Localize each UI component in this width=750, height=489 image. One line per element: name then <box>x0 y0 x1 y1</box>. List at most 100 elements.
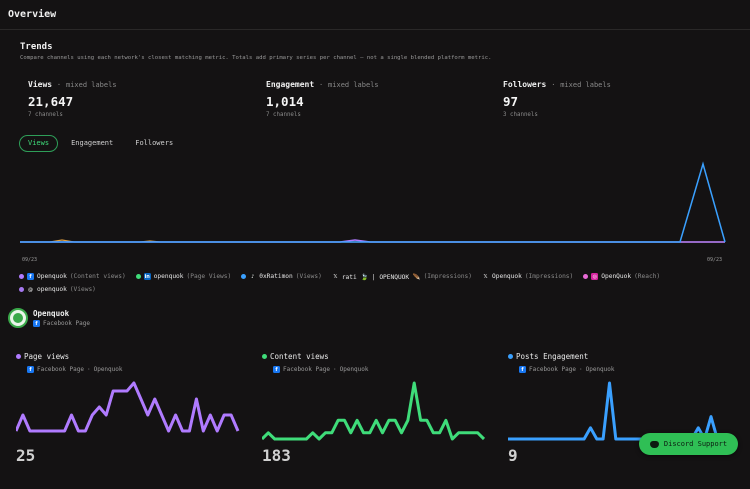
mini-chart-separator: · <box>86 366 91 373</box>
series-dot <box>16 354 21 359</box>
mini-chart-network: Facebook Page <box>283 366 330 373</box>
metric-name: Views <box>28 80 53 89</box>
mini-chart-title: Posts Engagement <box>516 352 589 361</box>
mini-chart-separator: · <box>332 366 337 373</box>
metric-name: Engagement <box>266 80 315 89</box>
discord-icon <box>649 440 659 448</box>
facebook-icon: f <box>519 366 526 373</box>
discord-support-label: Discord Support <box>663 440 728 448</box>
metric-mixed-labels: mixed labels <box>328 81 379 89</box>
linkedin-icon: in <box>143 273 151 280</box>
legend-name: openquok <box>153 273 184 280</box>
mini-chart-value: 183 <box>262 446 291 465</box>
mini-chart-network: Facebook Page <box>37 366 84 373</box>
metric-views: Views · mixed labels 21,647 7 channels <box>28 80 248 118</box>
legend-item-instagram-openquok[interactable]: ◎ OpenQuok (Reach) <box>583 273 660 280</box>
instagram-icon: ◎ <box>591 273 599 280</box>
mini-chart-separator: · <box>578 366 583 373</box>
metric-mixed-labels: mixed labels <box>560 81 611 89</box>
tab-engagement[interactable]: Engagement <box>71 139 114 147</box>
legend-item-tiktok-0xratimon[interactable]: ♪ 0xRatimon (Views) <box>241 273 322 280</box>
series-dot <box>262 354 267 359</box>
legend-dot <box>19 274 24 279</box>
avatar <box>8 308 28 328</box>
legend-name: Openquok <box>37 273 67 280</box>
legend-metric: (Impressions) <box>423 273 473 280</box>
sparkline-posts-engagement <box>508 381 730 441</box>
chart-legend: f Openquok (Content views) in openquok (… <box>19 270 739 296</box>
mini-chart-content-views: Content views f Facebook Page · Openquok… <box>262 352 492 465</box>
legend-name: Openquok <box>492 273 522 280</box>
metric-name: Followers <box>503 80 547 89</box>
metric-separator: · <box>319 81 324 89</box>
legend-name: 0xRatimon <box>259 273 293 280</box>
legend-dot <box>241 274 247 279</box>
x-axis-start-label: 09/23 <box>22 257 38 263</box>
metric-separator: · <box>551 81 556 89</box>
metric-value: 1,014 <box>266 94 304 109</box>
x-icon: 𝕏 <box>483 273 488 280</box>
metric-engagement: Engagement · mixed labels 1,014 7 channe… <box>266 80 486 118</box>
x-icon: 𝕏 <box>333 273 338 280</box>
facebook-icon: f <box>27 273 34 280</box>
legend-metric: (Impressions) <box>524 273 574 280</box>
trend-chart <box>20 161 726 243</box>
legend-item-linkedin-openquok[interactable]: in openquok (Page Views) <box>135 273 232 280</box>
metric-value: 97 <box>503 94 519 109</box>
x-axis-end-label: 09/23 <box>707 257 723 263</box>
mini-chart-title: Page views <box>24 352 70 361</box>
mini-chart-value: 9 <box>508 446 518 465</box>
tab-views[interactable]: Views <box>19 135 59 152</box>
metric-value: 21,647 <box>28 94 74 109</box>
discord-support-button[interactable]: Discord Support <box>639 433 738 455</box>
trends-subtitle: Compare channels using each network's cl… <box>20 55 492 61</box>
facebook-icon: f <box>273 366 280 373</box>
top-bar: Overview <box>0 0 750 30</box>
sparkline-page-views <box>16 381 240 433</box>
series-dot <box>508 354 513 359</box>
legend-item-facebook-openquok[interactable]: f Openquok (Content views) <box>19 273 126 280</box>
account-network: Facebook Page <box>43 320 90 327</box>
legend-item-x-rati[interactable]: 𝕏 rati 🍃 | OPENQUOK 🪶 (Impressions) <box>332 273 472 281</box>
trends-title: Trends <box>20 42 53 52</box>
account-header: Openquok f Facebook Page <box>8 308 90 328</box>
legend-name: openquok <box>37 286 67 293</box>
metric-mixed-labels: mixed labels <box>65 81 117 89</box>
tiktok-icon: ♪ <box>249 273 257 280</box>
mini-chart-title: Content views <box>270 352 329 361</box>
mini-chart-value: 25 <box>16 446 36 465</box>
metric-channels: 7 channels <box>28 112 63 118</box>
mini-chart-network: Facebook Page <box>529 366 576 373</box>
trend-spike-line <box>20 161 726 243</box>
legend-name: rati 🍃 | OPENQUOK 🪶 <box>341 273 421 281</box>
mini-chart-sparkline <box>262 381 486 441</box>
legend-metric: (Page Views) <box>186 273 232 280</box>
threads-icon: @ <box>28 286 33 293</box>
metric-tabs: Views Engagement Followers <box>19 135 186 152</box>
legend-item-x-openquok[interactable]: 𝕏 Openquok (Impressions) <box>482 273 574 280</box>
metric-channels: 7 channels <box>266 112 301 118</box>
legend-row: @ openquok (Views) <box>19 283 739 296</box>
facebook-icon: f <box>27 366 34 373</box>
account-name: Openquok <box>33 309 70 318</box>
legend-dot <box>135 274 141 279</box>
mini-chart-account: Openquok <box>339 366 369 373</box>
mini-chart-posts-engagement: Posts Engagement f Facebook Page · Openq… <box>508 352 738 465</box>
metric-channels: 3 channels <box>503 112 538 118</box>
legend-dot <box>19 287 24 292</box>
legend-item-threads-openquok[interactable]: @ openquok (Views) <box>19 286 96 293</box>
metric-followers: Followers · mixed labels 97 3 channels <box>503 80 723 118</box>
legend-metric: (Views) <box>295 273 322 280</box>
mini-chart-account: Openquok <box>93 366 123 373</box>
mini-chart-sparkline <box>16 381 240 433</box>
facebook-icon: f <box>33 320 40 327</box>
legend-dot <box>583 274 589 279</box>
tab-followers[interactable]: Followers <box>135 139 174 147</box>
mini-chart-page-views: Page views f Facebook Page · Openquok 25 <box>16 352 246 465</box>
legend-metric: (Content views) <box>69 273 126 280</box>
legend-row: f Openquok (Content views) in openquok (… <box>19 270 739 283</box>
legend-metric: (Views) <box>69 286 96 293</box>
legend-metric: (Reach) <box>634 273 661 280</box>
sparkline-content-views <box>262 381 486 441</box>
mini-chart-account: Openquok <box>585 366 615 373</box>
